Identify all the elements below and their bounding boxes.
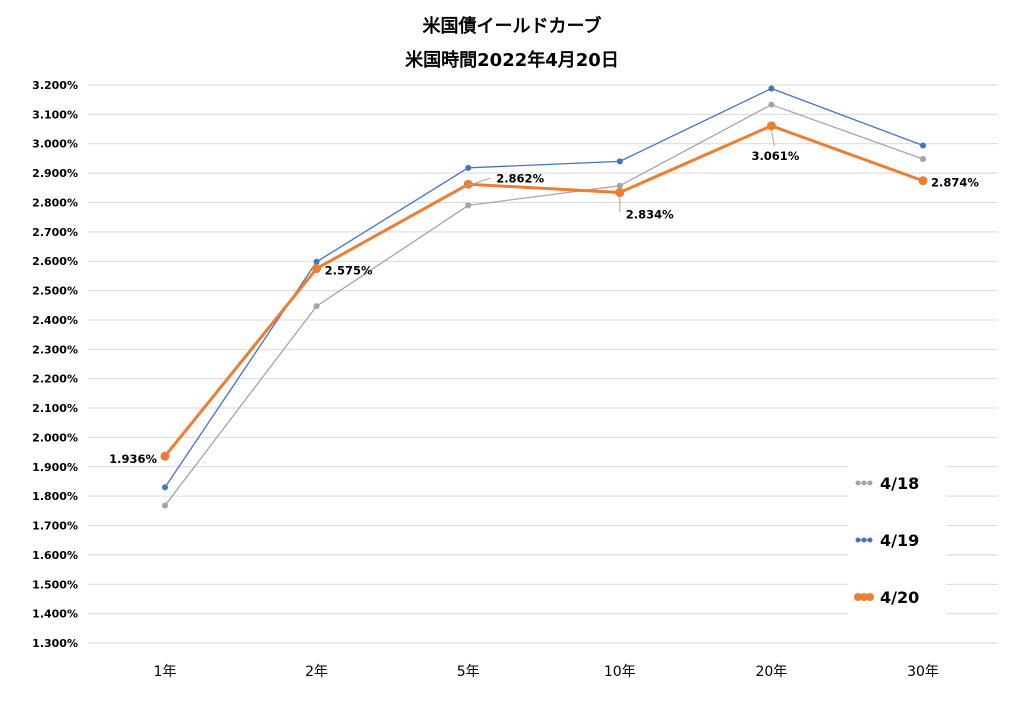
y-tick-label: 1.500%	[32, 578, 78, 591]
data-label: 2.874%	[931, 176, 979, 190]
data-point	[766, 121, 776, 131]
legend-marker	[866, 593, 874, 601]
y-tick-label: 2.600%	[32, 255, 78, 268]
y-tick-label: 1.300%	[32, 637, 78, 650]
y-tick-label: 2.200%	[32, 373, 78, 386]
legend-marker	[867, 480, 873, 486]
x-tick-label: 10年	[604, 664, 636, 680]
series-line-4-19	[164, 87, 924, 488]
legend-marker	[854, 593, 862, 601]
data-point	[162, 502, 168, 509]
data-point	[768, 101, 775, 108]
y-tick-label: 1.400%	[32, 608, 78, 621]
data-point	[312, 264, 322, 274]
series-line-4-18	[164, 104, 924, 506]
data-point	[920, 142, 926, 149]
y-tick-label: 2.900%	[32, 167, 78, 180]
data-point	[160, 451, 170, 461]
data-point	[616, 182, 623, 189]
data-labels: 1.936% 2.575% 2.862% 2.834% 3.061% 2.874%	[109, 129, 979, 466]
y-tick-label: 3.200%	[32, 79, 78, 92]
data-point	[313, 303, 320, 310]
y-tick-label: 2.800%	[32, 196, 78, 209]
y-tick-label: 1.700%	[32, 520, 78, 533]
legend-marker	[867, 537, 873, 543]
y-tick-label: 2.100%	[32, 402, 78, 415]
legend: 4/18 4/19 4/20	[848, 462, 946, 622]
data-label: 2.575%	[325, 264, 373, 278]
legend-label: 4/20	[880, 588, 919, 607]
series-line-4-20	[163, 124, 924, 458]
legend-label: 4/19	[880, 531, 919, 550]
legend-marker	[860, 593, 868, 601]
x-axis-tick-labels: 1年 2年 5年 10年 20年 30年	[154, 664, 939, 680]
x-tick-label: 1年	[154, 664, 177, 680]
leader-line	[463, 177, 491, 188]
y-tick-label: 1.900%	[32, 461, 78, 474]
y-tick-label: 2.400%	[32, 314, 78, 327]
y-axis-tick-labels: 1.300% 1.400% 1.500% 1.600% 1.700% 1.800% 1.90…	[32, 79, 78, 650]
x-tick-label: 2年	[305, 664, 328, 680]
legend-marker	[861, 537, 867, 543]
leader-line	[770, 129, 775, 146]
x-tick-label: 30年	[907, 664, 939, 680]
data-point	[313, 258, 320, 265]
data-point	[465, 202, 472, 209]
y-tick-label: 2.500%	[32, 285, 78, 298]
data-point	[465, 164, 472, 171]
chart-title: 米国債イールドカーブ	[422, 16, 602, 37]
y-tick-label: 2.000%	[32, 431, 78, 444]
data-label: 2.834%	[626, 207, 674, 221]
data-label: 3.061%	[751, 149, 799, 163]
chart-subtitle: 米国時間2022年4月20日	[405, 50, 619, 71]
data-label: 2.862%	[496, 171, 544, 185]
legend-label: 4/18	[880, 474, 919, 493]
y-tick-label: 1.600%	[32, 549, 78, 562]
gridlines	[88, 84, 998, 644]
data-point	[918, 176, 928, 186]
x-tick-label: 20年	[755, 664, 787, 680]
y-tick-label: 2.300%	[32, 343, 78, 356]
series-lines	[160, 85, 928, 509]
data-point	[615, 187, 625, 197]
legend-marker	[861, 480, 867, 486]
data-point	[768, 85, 775, 92]
x-tick-label: 5年	[457, 664, 480, 680]
data-point	[162, 484, 168, 491]
y-tick-label: 3.100%	[32, 108, 78, 121]
legend-marker	[855, 480, 861, 486]
data-label: 1.936%	[109, 452, 157, 466]
y-tick-label: 1.800%	[32, 490, 78, 503]
data-point	[920, 156, 926, 163]
y-tick-label: 3.000%	[32, 138, 78, 151]
y-tick-label: 2.700%	[32, 226, 78, 239]
legend-marker	[855, 537, 861, 543]
data-point	[616, 158, 623, 165]
